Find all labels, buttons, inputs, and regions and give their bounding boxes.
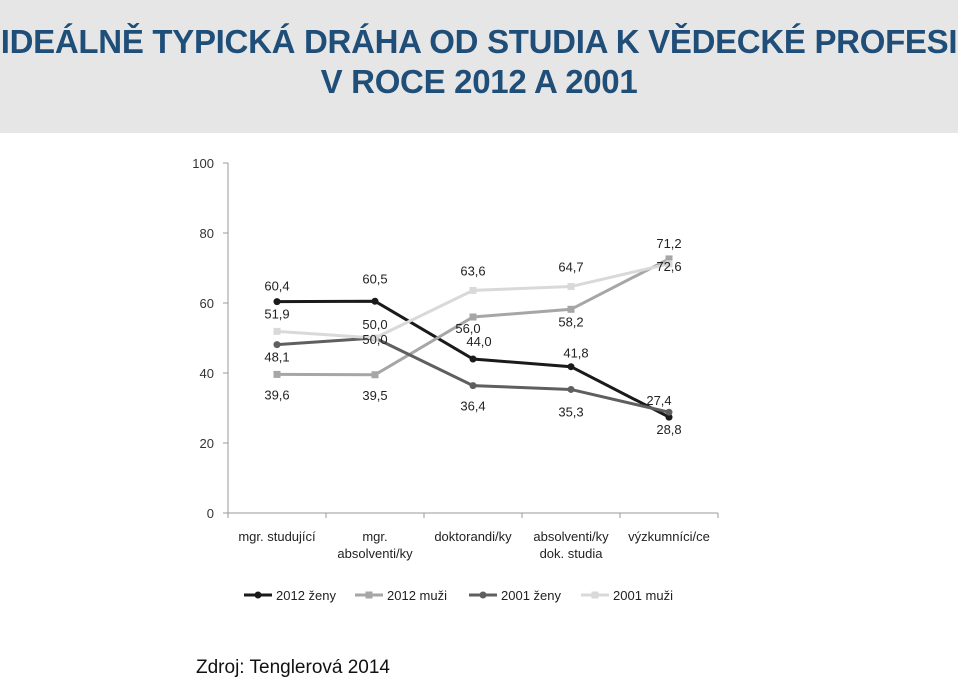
data-label: 71,2 <box>656 236 681 251</box>
x-category-label: absolventi/ky <box>337 546 413 561</box>
data-label: 48,1 <box>264 350 289 365</box>
source-note: Zdroj: Tenglerová 2014 <box>196 657 390 678</box>
data-label: 39,6 <box>264 387 289 402</box>
x-category-label: doktorandi/ky <box>434 529 512 544</box>
series-3-point <box>567 283 575 291</box>
series-2-point <box>273 341 281 349</box>
legend-label: 2001 ženy <box>501 588 561 603</box>
data-label: 36,4 <box>460 399 485 414</box>
series-0-point <box>273 298 281 306</box>
data-label: 35,3 <box>558 404 583 419</box>
x-category-label: mgr. studující <box>238 529 316 544</box>
series-2-point <box>665 408 673 416</box>
y-tick-label: 60 <box>200 296 214 311</box>
y-tick-label: 80 <box>200 226 214 241</box>
y-tick-label: 40 <box>200 366 214 381</box>
legend-marker <box>365 591 373 599</box>
legend-marker <box>479 591 487 599</box>
series-1-point <box>567 305 575 313</box>
line-chart: 0 20 40 60 80 100 mgr. studující mgr. absolventi… <box>192 156 719 603</box>
series-3-point <box>665 260 673 268</box>
data-label: 56,0 <box>455 321 480 336</box>
y-tick-label: 20 <box>200 436 214 451</box>
data-label: 39,5 <box>362 388 387 403</box>
series-1-point <box>371 371 379 379</box>
page-title: IDEÁLNĚ TYPICKÁ DRÁHA OD STUDIA K VĚDECK… <box>0 22 958 102</box>
data-label: 50,0 <box>362 332 387 347</box>
series-2-point <box>469 382 477 390</box>
title-line-2: V ROCE 2012 A 2001 <box>320 63 638 100</box>
data-label: 63,6 <box>460 263 485 278</box>
x-category-label: dok. studia <box>540 546 604 561</box>
series-1-point <box>665 255 673 263</box>
x-category-label: výzkumníci/ce <box>628 529 710 544</box>
series-2-point <box>567 385 575 393</box>
title-line-1: IDEÁLNĚ TYPICKÁ DRÁHA OD STUDIA K VĚDECK… <box>0 23 958 60</box>
legend-label: 2012 ženy <box>276 588 336 603</box>
series-3-point <box>469 286 477 294</box>
legend-marker <box>254 591 262 599</box>
data-label: 41,8 <box>563 346 588 361</box>
data-label: 60,5 <box>362 271 387 286</box>
legend-marker <box>591 591 599 599</box>
legend-label: 2012 muži <box>387 588 447 603</box>
data-label: 60,4 <box>264 279 289 294</box>
series-3-point <box>273 327 281 335</box>
series-1-point <box>273 370 281 378</box>
x-category-label: mgr. <box>362 529 387 544</box>
x-category-label: absolventi/ky <box>533 529 609 544</box>
data-label: 72,6 <box>656 259 681 274</box>
data-label: 58,2 <box>558 314 583 329</box>
header-band <box>0 0 958 133</box>
y-tick-label: 100 <box>192 156 214 171</box>
y-tick-label: 0 <box>207 506 214 521</box>
series-1-point <box>469 313 477 321</box>
series-0-point <box>371 297 379 305</box>
data-label: 28,8 <box>656 422 681 437</box>
series-3-point <box>371 334 379 342</box>
data-label: 27,4 <box>646 393 671 408</box>
series-0-point <box>665 413 673 421</box>
data-label: 50,0 <box>362 317 387 332</box>
series-0-point <box>469 355 477 363</box>
data-label: 51,9 <box>264 306 289 321</box>
data-label: 64,7 <box>558 260 583 275</box>
legend-label: 2001 muži <box>613 588 673 603</box>
series-0-point <box>567 363 575 371</box>
data-label: 44,0 <box>466 334 491 349</box>
